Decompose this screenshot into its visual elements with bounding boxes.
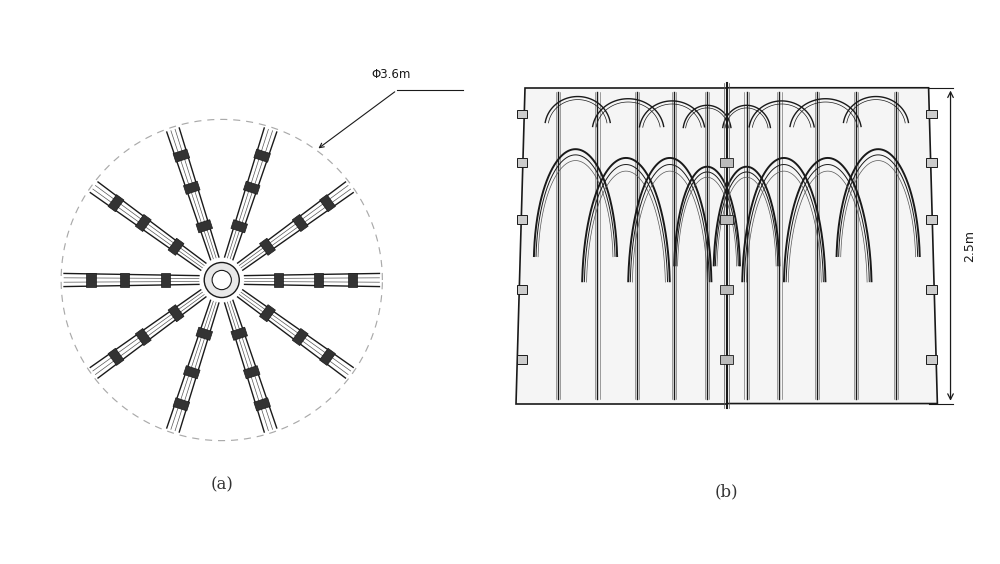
Polygon shape — [727, 88, 937, 404]
Polygon shape — [168, 305, 184, 321]
Polygon shape — [516, 88, 727, 404]
FancyBboxPatch shape — [720, 215, 733, 224]
Polygon shape — [183, 365, 200, 379]
FancyBboxPatch shape — [926, 158, 937, 167]
Polygon shape — [86, 273, 96, 287]
Polygon shape — [245, 274, 379, 287]
Polygon shape — [254, 398, 270, 411]
Polygon shape — [292, 214, 308, 232]
Polygon shape — [168, 238, 184, 255]
FancyBboxPatch shape — [720, 285, 733, 294]
Polygon shape — [120, 273, 129, 287]
Polygon shape — [243, 181, 260, 195]
FancyBboxPatch shape — [517, 109, 527, 118]
Polygon shape — [260, 305, 275, 321]
Text: 2.5m: 2.5m — [963, 230, 976, 262]
Polygon shape — [161, 273, 170, 287]
Polygon shape — [238, 290, 353, 378]
FancyBboxPatch shape — [517, 285, 527, 294]
Circle shape — [212, 270, 231, 290]
Polygon shape — [254, 149, 270, 162]
Text: (a): (a) — [210, 477, 233, 494]
Polygon shape — [292, 328, 308, 346]
Polygon shape — [231, 327, 247, 340]
Polygon shape — [320, 349, 335, 365]
Polygon shape — [320, 195, 335, 212]
Polygon shape — [90, 290, 206, 378]
Polygon shape — [173, 398, 190, 411]
FancyBboxPatch shape — [720, 158, 733, 167]
Polygon shape — [196, 220, 213, 233]
Polygon shape — [243, 365, 260, 379]
FancyBboxPatch shape — [517, 355, 527, 364]
Polygon shape — [173, 149, 190, 162]
FancyBboxPatch shape — [926, 109, 937, 118]
FancyBboxPatch shape — [720, 355, 733, 364]
Circle shape — [204, 262, 239, 298]
Polygon shape — [225, 128, 277, 259]
Polygon shape — [135, 214, 151, 232]
FancyBboxPatch shape — [926, 285, 937, 294]
FancyBboxPatch shape — [926, 215, 937, 224]
Polygon shape — [183, 181, 200, 195]
Polygon shape — [167, 128, 219, 259]
Polygon shape — [196, 327, 213, 340]
Polygon shape — [108, 349, 124, 365]
Polygon shape — [238, 182, 353, 270]
Polygon shape — [108, 195, 124, 212]
Polygon shape — [274, 273, 283, 287]
FancyBboxPatch shape — [926, 355, 937, 364]
Polygon shape — [314, 273, 323, 287]
Polygon shape — [225, 300, 277, 432]
FancyBboxPatch shape — [517, 158, 527, 167]
Polygon shape — [90, 182, 206, 270]
Polygon shape — [348, 273, 357, 287]
FancyBboxPatch shape — [517, 215, 527, 224]
Polygon shape — [135, 328, 151, 346]
Text: Φ3.6m: Φ3.6m — [371, 68, 411, 81]
Text: (b): (b) — [715, 483, 739, 500]
Polygon shape — [64, 274, 199, 287]
Polygon shape — [260, 238, 275, 255]
Polygon shape — [167, 300, 219, 432]
Polygon shape — [231, 220, 247, 233]
